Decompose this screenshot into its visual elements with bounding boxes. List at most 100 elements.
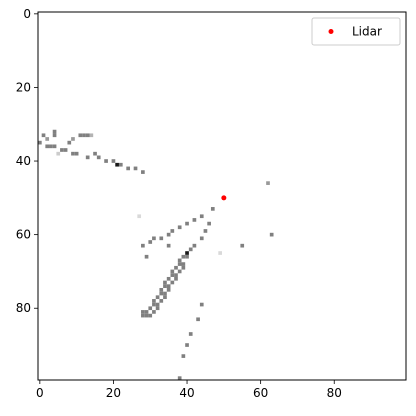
grid-cell bbox=[152, 310, 156, 314]
grid-cell bbox=[269, 232, 274, 237]
grid-cell bbox=[159, 288, 164, 292]
grid-cell bbox=[52, 133, 57, 138]
y-tick-label: 40 bbox=[16, 154, 31, 168]
grid-cell bbox=[74, 151, 79, 156]
grid-cell bbox=[141, 310, 145, 314]
grid-cell bbox=[170, 280, 175, 285]
grid-cell bbox=[71, 151, 75, 156]
grid-cell bbox=[185, 251, 189, 255]
grid-cell bbox=[115, 162, 119, 167]
grid-cell bbox=[141, 170, 145, 174]
grid-cell bbox=[199, 302, 204, 307]
grid-cell bbox=[96, 155, 101, 160]
y-tick-label: 60 bbox=[16, 228, 31, 242]
grid-cell bbox=[63, 148, 68, 152]
scatter-point-lidar bbox=[221, 195, 227, 201]
legend-box bbox=[311, 17, 401, 46]
grid-cell bbox=[152, 236, 156, 241]
legend-label-lidar: Lidar bbox=[352, 25, 382, 39]
grid-cell bbox=[177, 376, 182, 380]
grid-cell bbox=[166, 232, 171, 237]
grid-cell bbox=[52, 144, 57, 149]
grid-cell bbox=[148, 313, 153, 318]
y-tick-label: 20 bbox=[16, 80, 31, 94]
grid-cell bbox=[159, 236, 164, 241]
grid-cell bbox=[85, 155, 90, 160]
grid-cell bbox=[163, 280, 167, 285]
grid-cell bbox=[163, 284, 167, 288]
grid-cell bbox=[126, 166, 130, 171]
plot-frame bbox=[37, 11, 407, 381]
occupancy-grid bbox=[38, 129, 274, 380]
grid-cell bbox=[78, 133, 83, 138]
x-tick-label: 40 bbox=[179, 386, 194, 400]
grid-cell bbox=[159, 299, 164, 303]
grid-cell bbox=[163, 291, 167, 296]
grid-cell bbox=[159, 291, 164, 296]
grid-cell bbox=[181, 354, 186, 358]
grid-cell bbox=[155, 302, 160, 307]
grid-cell bbox=[181, 262, 186, 266]
grid-cell bbox=[144, 310, 149, 314]
grid-cell bbox=[52, 129, 57, 134]
grid-cell bbox=[177, 269, 182, 274]
grid-cell bbox=[141, 313, 145, 318]
grid-cell bbox=[118, 162, 123, 167]
grid-cell bbox=[207, 221, 211, 226]
grid-cell bbox=[170, 273, 175, 277]
grid-cell bbox=[174, 276, 178, 281]
grid-cell bbox=[196, 317, 200, 322]
x-tick-label: 80 bbox=[327, 386, 342, 400]
grid-cell bbox=[49, 144, 53, 149]
grid-cell bbox=[166, 276, 171, 281]
grid-cell bbox=[133, 166, 138, 171]
grid-cell bbox=[199, 214, 204, 219]
legend: Lidar bbox=[311, 17, 401, 46]
grid-cell bbox=[141, 243, 145, 248]
grid-cell bbox=[144, 254, 149, 259]
grid-cell bbox=[111, 159, 116, 163]
grid-cell bbox=[155, 295, 160, 300]
grid-cell bbox=[38, 140, 42, 145]
grid-cell bbox=[152, 299, 156, 303]
grid-cell bbox=[71, 137, 75, 141]
grid-cell bbox=[218, 251, 222, 255]
grid-cell bbox=[203, 229, 208, 233]
grid-cell bbox=[137, 214, 142, 219]
grid-cell bbox=[170, 229, 175, 233]
grid-cell bbox=[155, 306, 160, 311]
grid-cell bbox=[188, 247, 193, 252]
grid-cell bbox=[89, 133, 94, 138]
x-tick-label: 0 bbox=[36, 386, 44, 400]
x-tick-label: 60 bbox=[253, 386, 268, 400]
grid-cell bbox=[199, 236, 204, 241]
y-tick-label: 80 bbox=[16, 301, 31, 315]
grid-cell bbox=[192, 243, 197, 248]
grid-cell bbox=[210, 207, 215, 211]
grid-cell bbox=[56, 151, 61, 156]
grid-cell bbox=[174, 265, 178, 270]
grid-cell bbox=[177, 258, 182, 263]
grid-cell bbox=[177, 225, 182, 230]
scatter-points bbox=[221, 195, 227, 201]
grid-cell bbox=[185, 221, 189, 226]
grid-cell bbox=[185, 343, 189, 347]
grid-cell bbox=[93, 151, 97, 156]
grid-cell bbox=[45, 144, 50, 149]
grid-cell bbox=[174, 273, 178, 277]
grid-cell bbox=[170, 269, 175, 274]
grid-cell bbox=[166, 284, 171, 288]
grid-cell bbox=[45, 137, 50, 141]
grid-cell bbox=[82, 133, 86, 138]
grid-cell bbox=[240, 243, 245, 248]
grid-cell bbox=[148, 240, 153, 244]
x-tick-label: 20 bbox=[106, 386, 121, 400]
grid-cell bbox=[266, 181, 270, 185]
grid-cell bbox=[144, 313, 149, 318]
grid-cell bbox=[152, 302, 156, 307]
grid-cell bbox=[85, 133, 90, 138]
grid-cell bbox=[192, 218, 197, 222]
grid-cell bbox=[177, 262, 182, 266]
grid-cell bbox=[104, 159, 108, 163]
